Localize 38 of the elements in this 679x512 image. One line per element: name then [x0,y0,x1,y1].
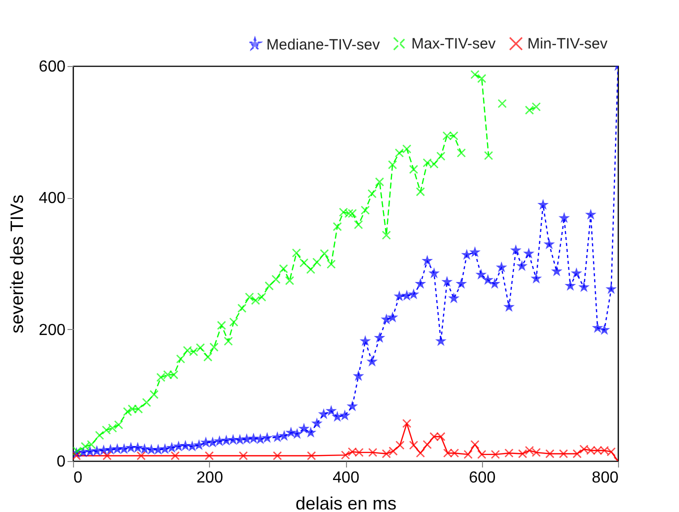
point [73,451,81,460]
y-tick-label: 0 [56,454,66,470]
y-axis-title: severite des TIVs [6,194,27,334]
point [490,450,500,459]
point [572,449,582,458]
x-tick-label: 600 [468,470,496,486]
y-tick-label: 400 [38,190,66,208]
point [368,448,378,457]
x-tick-label: 200 [196,470,224,486]
point [170,451,180,460]
point [416,448,425,458]
point [422,440,432,450]
x-tick-label: 800 [592,470,619,486]
y-tick-label: 600 [38,58,66,76]
point [306,451,316,460]
point [504,448,514,458]
point [238,451,248,460]
legend-label: Max-TIV-sev [411,36,496,53]
x-tick-label: 0 [74,470,82,486]
point [402,418,412,428]
point [272,451,282,460]
point [477,450,486,459]
point [340,450,350,460]
point [464,450,473,459]
point [395,440,405,450]
point [470,440,480,450]
x-axis-title: delais en ms [295,494,397,512]
point [409,440,418,450]
legend-label: Mediane-TIV-sev [266,36,380,54]
point [545,449,554,458]
point [102,451,112,460]
point [518,449,528,458]
x-tick-label: 400 [332,470,360,486]
point [204,451,214,460]
y-tick-label: 200 [38,322,66,339]
point [558,449,568,458]
point [136,451,146,460]
legend-label: Min-TIV-sev [527,36,608,53]
